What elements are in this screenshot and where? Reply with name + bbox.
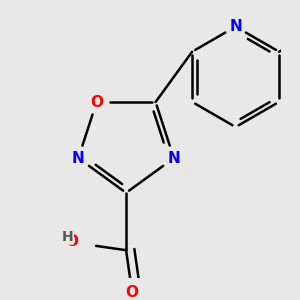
Text: N: N xyxy=(167,151,180,166)
Text: N: N xyxy=(229,19,242,34)
Text: H: H xyxy=(62,230,73,244)
Text: O: O xyxy=(65,234,78,249)
Text: N: N xyxy=(72,151,85,166)
Text: O: O xyxy=(126,284,139,299)
Text: O: O xyxy=(90,94,103,110)
